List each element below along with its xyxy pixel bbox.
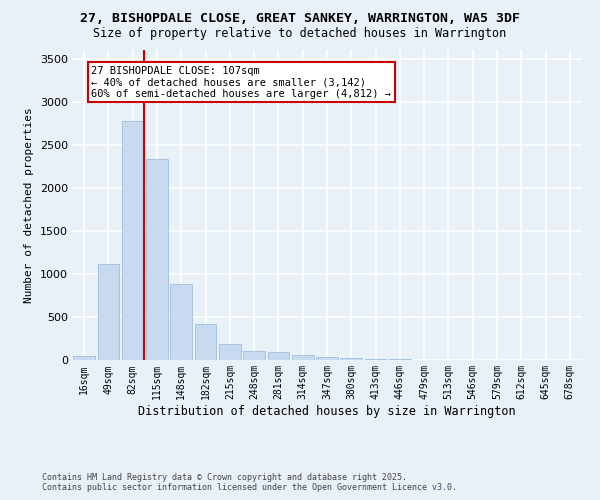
Text: 27, BISHOPDALE CLOSE, GREAT SANKEY, WARRINGTON, WA5 3DF: 27, BISHOPDALE CLOSE, GREAT SANKEY, WARR… [80,12,520,26]
Bar [97,264,119,360]
Bar [316,358,338,360]
Bar [219,344,241,360]
Text: 27 BISHOPDALE CLOSE: 107sqm
← 40% of detached houses are smaller (3,142)
60% of : 27 BISHOPDALE CLOSE: 107sqm ← 40% of det… [91,66,391,98]
Bar [292,356,314,360]
Bar [122,120,143,360]
Text: Size of property relative to detached houses in Warrington: Size of property relative to detached ho… [94,28,506,40]
Bar [389,359,411,360]
Text: Contains HM Land Registry data © Crown copyright and database right 2025.
Contai: Contains HM Land Registry data © Crown c… [42,473,457,492]
Bar [268,352,289,360]
Bar [73,356,95,360]
Bar [340,358,362,360]
Bar [365,358,386,360]
Bar [194,324,217,360]
Bar [243,350,265,360]
Y-axis label: Number of detached properties: Number of detached properties [24,107,34,303]
Bar [170,284,192,360]
Bar [146,158,168,360]
X-axis label: Distribution of detached houses by size in Warrington: Distribution of detached houses by size … [138,405,516,418]
